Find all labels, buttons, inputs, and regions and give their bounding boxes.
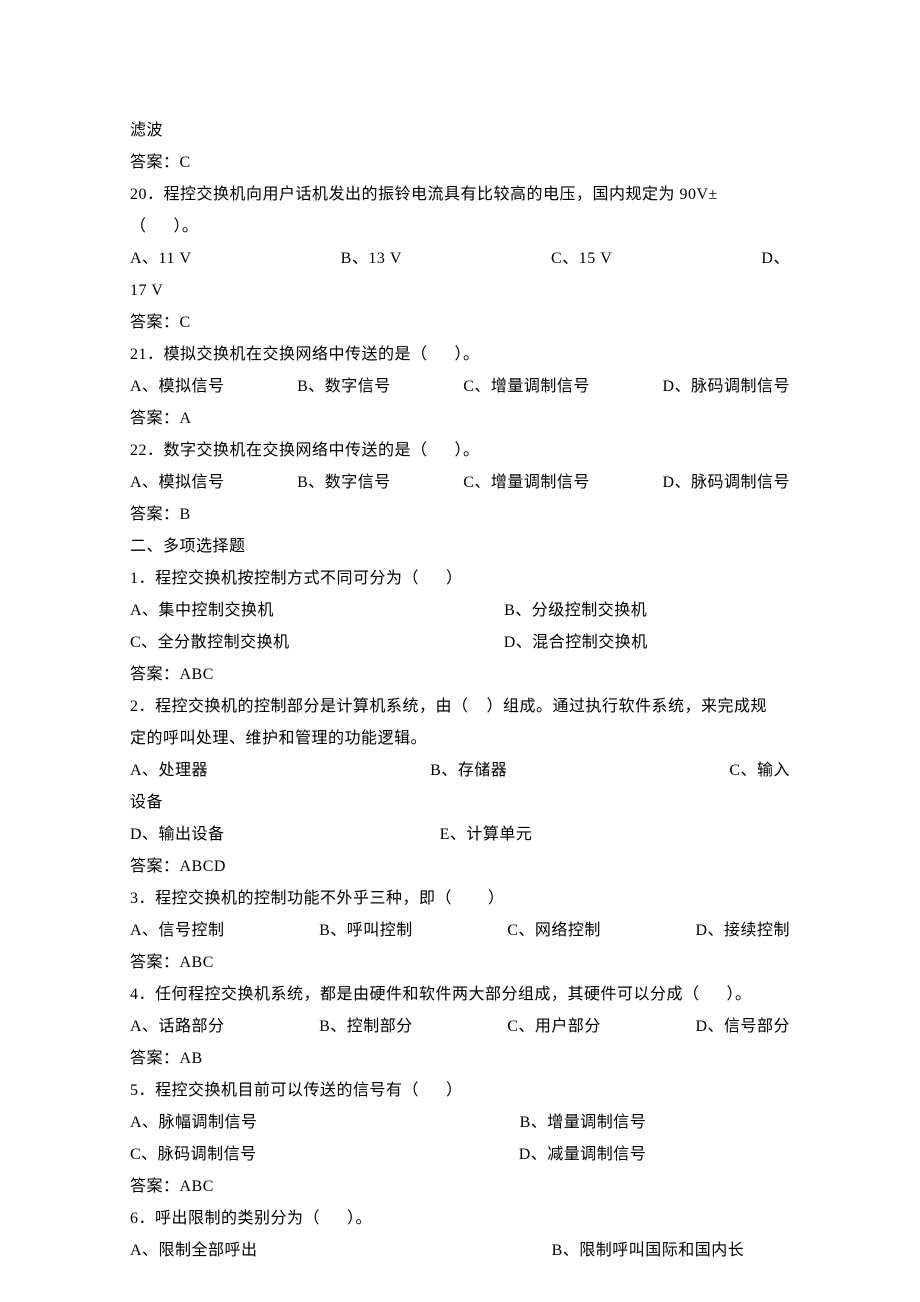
option-c: C、全分散控制交换机 — [130, 627, 290, 659]
option-a: A、话路部分 — [130, 1011, 225, 1043]
options-row: A、集中控制交换机 B、分级控制交换机 — [130, 595, 790, 627]
text-line: 设备 — [130, 787, 790, 819]
text-line: 17 V — [130, 275, 790, 307]
options-row: A、处理器 B、存储器 C、输入 — [130, 755, 790, 787]
options-row: C、全分散控制交换机 D、混合控制交换机 — [130, 627, 790, 659]
option-b: B、13 V — [341, 243, 402, 275]
option-a: A、模拟信号 — [130, 371, 225, 403]
option-b: B、数字信号 — [297, 467, 391, 499]
option-c: C、15 V — [551, 243, 612, 275]
question-line: 21．模拟交换机在交换网络中传送的是（ ）。 — [130, 339, 790, 371]
answer-line: 答案：C — [130, 307, 790, 339]
options-row: A、11 V B、13 V C、15 V D、 — [130, 243, 790, 275]
options-row: A、模拟信号 B、数字信号 C、增量调制信号 D、脉码调制信号 — [130, 371, 790, 403]
option-e: E、计算单元 — [440, 819, 533, 851]
option-a: A、限制全部呼出 — [130, 1235, 258, 1267]
option-c: C、增量调制信号 — [463, 371, 590, 403]
option-d: D、脉码调制信号 — [662, 467, 790, 499]
option-b: B、数字信号 — [297, 371, 391, 403]
option-d: D、信号部分 — [695, 1011, 790, 1043]
option-b: B、呼叫控制 — [319, 915, 413, 947]
answer-line: 答案：B — [130, 499, 790, 531]
options-row: A、限制全部呼出 B、限制呼叫国际和国内长 — [130, 1235, 790, 1267]
option-c: C、增量调制信号 — [463, 467, 590, 499]
answer-line: 答案：ABC — [130, 659, 790, 691]
option-c: C、网络控制 — [507, 915, 601, 947]
option-a: A、11 V — [130, 243, 192, 275]
question-line: 22．数字交换机在交换网络中传送的是（ ）。 — [130, 435, 790, 467]
question-line: （ ）。 — [130, 211, 790, 243]
options-row: A、信号控制 B、呼叫控制 C、网络控制 D、接续控制 — [130, 915, 790, 947]
option-d: D、接续控制 — [695, 915, 790, 947]
answer-line: 答案：ABC — [130, 947, 790, 979]
option-d: D、减量调制信号 — [519, 1139, 647, 1171]
answer-line: 答案：ABCD — [130, 851, 790, 883]
question-line: 6．呼出限制的类别分为（ ）。 — [130, 1203, 790, 1235]
question-line: 4．任何程控交换机系统，都是由硬件和软件两大部分组成，其硬件可以分成（ ）。 — [130, 979, 790, 1011]
option-a: A、模拟信号 — [130, 467, 225, 499]
options-row: A、话路部分 B、控制部分 C、用户部分 D、信号部分 — [130, 1011, 790, 1043]
question-line: 1．程控交换机按控制方式不同可分为（ ） — [130, 563, 790, 595]
answer-line: 答案：A — [130, 403, 790, 435]
option-d: D、输出设备 — [130, 819, 225, 851]
options-row: C、脉码调制信号 D、减量调制信号 — [130, 1139, 790, 1171]
option-a: A、信号控制 — [130, 915, 225, 947]
options-row: A、脉幅调制信号 B、增量调制信号 — [130, 1107, 790, 1139]
option-c: C、输入 — [729, 755, 790, 787]
answer-line: 答案：AB — [130, 1043, 790, 1075]
question-line: 20．程控交换机向用户话机发出的振铃电流具有比较高的电压，国内规定为 90V± — [130, 179, 790, 211]
section-heading: 二、多项选择题 — [130, 531, 790, 563]
option-d: D、 — [761, 243, 790, 275]
options-row: D、输出设备 E、计算单元 — [130, 819, 790, 851]
option-d: D、脉码调制信号 — [662, 371, 790, 403]
option-b: B、分级控制交换机 — [504, 595, 647, 627]
answer-line: 答案：C — [130, 147, 790, 179]
question-line: 2．程控交换机的控制部分是计算机系统，由（ ）组成。通过执行软件系统，来完成规 — [130, 691, 790, 723]
option-c: C、用户部分 — [507, 1011, 601, 1043]
options-row: A、模拟信号 B、数字信号 C、增量调制信号 D、脉码调制信号 — [130, 467, 790, 499]
option-b: B、限制呼叫国际和国内长 — [552, 1235, 745, 1267]
question-line: 5．程控交换机目前可以传送的信号有（ ） — [130, 1075, 790, 1107]
answer-line: 答案：ABC — [130, 1171, 790, 1203]
option-b: B、增量调制信号 — [520, 1107, 647, 1139]
text-line: 滤波 — [130, 115, 790, 147]
option-a: A、处理器 — [130, 755, 208, 787]
question-line: 3．程控交换机的控制功能不外乎三种，即（ ） — [130, 883, 790, 915]
option-b: B、控制部分 — [319, 1011, 413, 1043]
option-c: C、脉码调制信号 — [130, 1139, 257, 1171]
option-b: B、存储器 — [430, 755, 507, 787]
option-a: A、脉幅调制信号 — [130, 1107, 258, 1139]
option-d: D、混合控制交换机 — [504, 627, 648, 659]
option-a: A、集中控制交换机 — [130, 595, 274, 627]
question-line: 定的呼叫处理、维护和管理的功能逻辑。 — [130, 723, 790, 755]
